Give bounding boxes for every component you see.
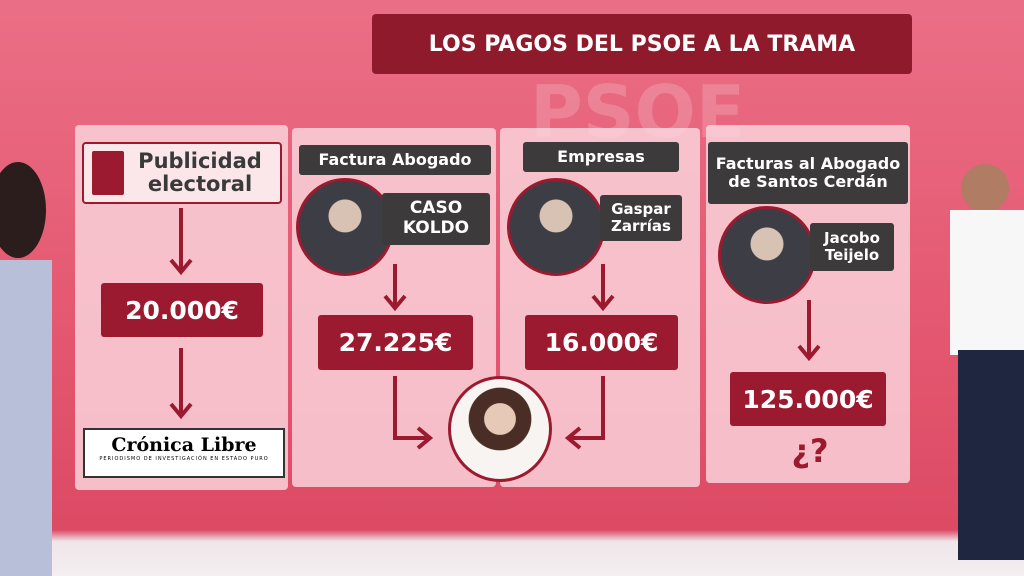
- logo-name: Crónica Libre: [111, 434, 257, 456]
- icon: [92, 151, 124, 195]
- portrait: [507, 178, 605, 276]
- arrow: [564, 376, 605, 450]
- arrow: [169, 348, 193, 420]
- arrow-group: [169, 208, 821, 450]
- title: LOS PAGOS DEL PSOE A LA TRAMA: [428, 31, 856, 57]
- name: CASO KOLDO: [382, 193, 490, 245]
- presenters: [0, 162, 1024, 576]
- label: Publicidad electoral: [138, 148, 262, 196]
- hair: [0, 162, 46, 258]
- name: Jacobo Teijelo: [810, 223, 894, 271]
- label: Facturas al Abogado de Santos Cerdán: [708, 142, 908, 204]
- logo-tagline: PERIODISMO DE INVESTIGACIÓN EN ESTADO PU…: [99, 456, 269, 462]
- amount: 16.000€: [525, 315, 678, 370]
- portrait: [718, 206, 816, 304]
- amount: 27.225€: [318, 315, 473, 370]
- arrow: [383, 264, 407, 312]
- amount: 20.000€: [101, 283, 263, 337]
- title-bar: LOS PAGOS DEL PSOE A LA TRAMA: [372, 14, 912, 74]
- label-box: Publicidad electoral: [82, 142, 282, 204]
- note: ¿?: [791, 432, 829, 470]
- shirt: [950, 210, 1024, 355]
- name: Gaspar Zarrías: [600, 195, 682, 241]
- arrow: [797, 300, 821, 362]
- amount: 125.000€: [730, 372, 886, 426]
- arrow: [169, 208, 193, 276]
- label: Empresas: [523, 142, 679, 172]
- logo: Crónica Libre PERIODISMO DE INVESTIGACIÓ…: [83, 428, 285, 478]
- person: [0, 260, 52, 576]
- label-text: Empresas: [557, 146, 645, 166]
- portrait: [448, 376, 552, 482]
- arrow: [591, 264, 615, 312]
- arrow: [393, 376, 434, 450]
- head: [961, 164, 1009, 212]
- trousers: [958, 350, 1024, 560]
- label: Factura Abogado: [299, 145, 491, 175]
